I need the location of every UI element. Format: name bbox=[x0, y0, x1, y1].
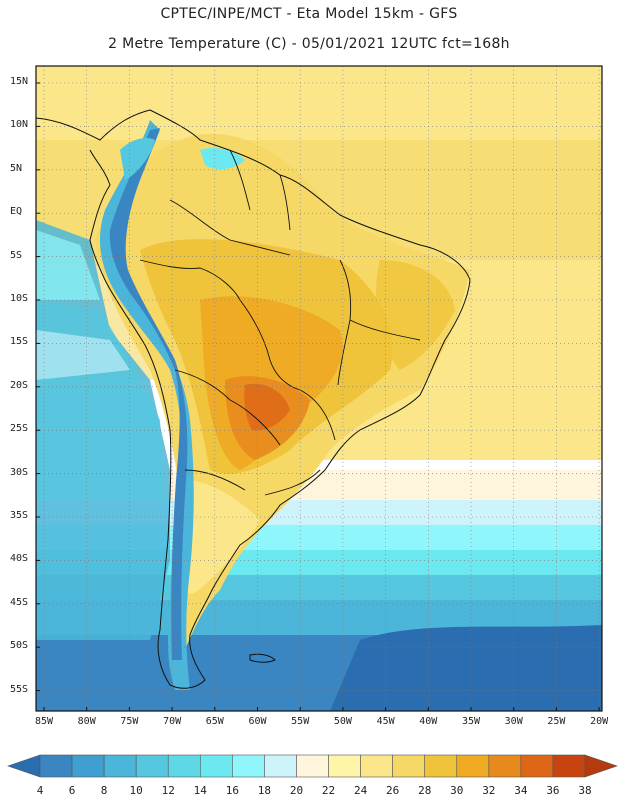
lon-label: 20W bbox=[590, 716, 609, 727]
colorbar-swatch bbox=[296, 754, 329, 778]
colorbar-tick-label: 24 bbox=[353, 784, 368, 797]
lon-label: 40W bbox=[419, 716, 438, 727]
colorbar-tick-label: 10 bbox=[129, 784, 143, 797]
lat-label: 15N bbox=[10, 76, 29, 87]
colorbar-swatch bbox=[232, 754, 265, 778]
lat-label: 5N bbox=[10, 162, 23, 174]
lon-label: 55W bbox=[291, 716, 310, 727]
lat-label: 45S bbox=[10, 596, 29, 608]
colorbar-low-triangle bbox=[7, 754, 41, 778]
colorbar-tick-label: 28 bbox=[418, 784, 432, 797]
title-line-1: CPTEC/INPE/MCT - Eta Model 15km - GFS bbox=[160, 6, 458, 22]
colorbar-tick-label: 36 bbox=[546, 784, 560, 797]
lon-label: 80W bbox=[77, 716, 96, 727]
lat-label: 50S bbox=[10, 640, 29, 652]
lat-label: 10S bbox=[10, 293, 29, 304]
colorbar-tick-label: 38 bbox=[578, 784, 592, 797]
lat-label: EQ bbox=[10, 206, 23, 218]
lon-label: 45W bbox=[376, 716, 395, 727]
colorbar-tick-label: 12 bbox=[161, 784, 175, 797]
lon-label: 75W bbox=[120, 716, 139, 727]
lon-label: 85W bbox=[34, 716, 54, 727]
colorbar-swatch bbox=[39, 754, 73, 778]
lon-label: 70W bbox=[163, 716, 182, 727]
colorbar-swatch bbox=[424, 754, 458, 778]
colorbar-tick-label: 18 bbox=[257, 784, 272, 797]
colorbar-tick-label: 26 bbox=[386, 784, 400, 797]
colorbar-swatch bbox=[71, 754, 105, 778]
lat-label: 15S bbox=[10, 336, 29, 348]
lat-label: 5S bbox=[10, 249, 23, 261]
temperature-field bbox=[36, 66, 602, 711]
colorbar-swatch bbox=[167, 754, 201, 778]
lon-label: 30W bbox=[504, 716, 523, 727]
lon-label: 65W bbox=[205, 716, 224, 727]
colorbar-tick-label: 22 bbox=[321, 784, 336, 797]
colorbar-swatch bbox=[552, 754, 586, 778]
colorbar-swatch bbox=[392, 754, 426, 778]
gridlines bbox=[36, 66, 602, 711]
colorbar-swatch bbox=[135, 754, 169, 778]
colorbar-swatch bbox=[199, 754, 233, 778]
colorbar-swatch bbox=[360, 754, 393, 778]
colorbar-tick-label: 8 bbox=[100, 784, 108, 797]
lon-label: 25W bbox=[547, 716, 566, 727]
colorbar-tick-label: 16 bbox=[225, 784, 239, 797]
colorbar-tick-label: 30 bbox=[450, 784, 464, 797]
lon-label: 35W bbox=[461, 716, 481, 727]
lon-label: 50W bbox=[333, 716, 352, 727]
lat-label: 30S bbox=[10, 466, 29, 478]
lat-label: 25S bbox=[10, 423, 29, 435]
colorbar-tick-label: 4 bbox=[36, 784, 44, 797]
colorbar-swatch bbox=[488, 754, 522, 778]
lat-label: 55S bbox=[10, 683, 29, 695]
map-frame bbox=[35, 65, 603, 712]
lat-label: 35S bbox=[10, 510, 29, 521]
colorbar-tick-label: 32 bbox=[482, 784, 496, 797]
coastline bbox=[36, 109, 471, 689]
lon-label: 60W bbox=[248, 716, 267, 727]
colorbar-tick-label: 20 bbox=[289, 784, 304, 797]
colorbar-swatch bbox=[264, 754, 297, 778]
lat-label: 10N bbox=[10, 119, 29, 131]
colorbar-tick-label: 6 bbox=[68, 784, 76, 797]
colorbar-swatch bbox=[328, 754, 361, 778]
lat-label: 20S bbox=[10, 379, 29, 391]
lat-label: 40S bbox=[10, 553, 29, 565]
colorbar-swatch bbox=[456, 754, 490, 778]
colorbar-tick-label: 34 bbox=[514, 784, 528, 797]
colorbar-high-triangle bbox=[584, 754, 618, 778]
colorbar-swatch bbox=[103, 754, 137, 778]
colorbar bbox=[7, 754, 618, 778]
colorbar-swatch bbox=[520, 754, 554, 778]
title-line-2: 2 Metre Temperature (C) - 05/01/2021 12U… bbox=[108, 36, 510, 52]
colorbar-tick-label: 14 bbox=[193, 784, 207, 797]
